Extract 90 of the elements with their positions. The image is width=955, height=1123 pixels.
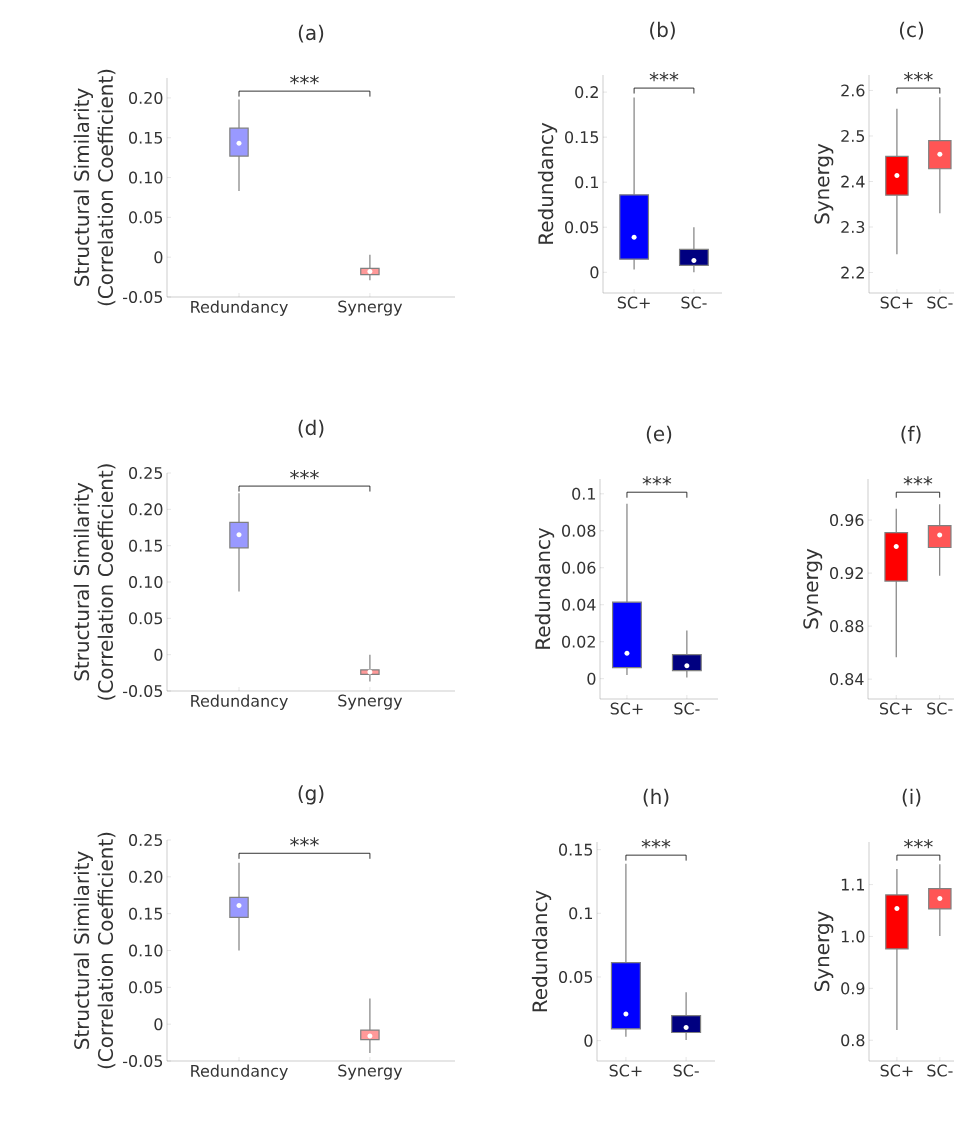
annotation: *** (649, 72, 679, 82)
y-tick-label: 0.1 (569, 907, 593, 920)
chart-title: (h) (643, 788, 669, 807)
y-tick-label: 0.1 (572, 487, 596, 500)
y-tick-label: 1.0 (841, 930, 865, 943)
chart-title: (e) (646, 425, 672, 444)
y-tick-label: 0.05 (559, 970, 593, 983)
y-tick-label: 0.08 (562, 524, 596, 537)
y-tick-label: 1.1 (841, 878, 865, 891)
x-tick-label: SC+ (617, 296, 650, 309)
y-tick-label: 0.2 (575, 86, 598, 99)
x-tick-label: SC+ (880, 296, 913, 309)
annotation: *** (290, 75, 319, 85)
chart-title: (a) (298, 24, 324, 43)
y-tick-label: 0.06 (562, 561, 596, 574)
y-tick-label: 0 (584, 1034, 593, 1047)
y-tick-label: 0.1 (575, 176, 599, 189)
x-tick-label: Synergy (338, 300, 403, 316)
y-tick-label: 0.15 (129, 907, 163, 920)
y-axis-title: Structural Similarity (Correlation Coefficient) (73, 69, 116, 306)
y-tick-label: -0.05 (123, 684, 163, 698)
x-tick-label: SC- (673, 1064, 699, 1077)
chart-title: (d) (298, 419, 324, 438)
y-axis-title: Synergy (814, 911, 834, 991)
y-tick-label: 0.92 (830, 567, 863, 580)
y-tick-label: 0.84 (830, 673, 864, 686)
y-axis-title: Structural Similarity (Correlation Coefficient) (73, 464, 116, 700)
annotation: *** (290, 470, 319, 480)
y-tick-label: 0 (154, 648, 163, 661)
y-tick-label: 0 (587, 672, 596, 685)
x-tick-label: SC- (674, 702, 700, 715)
y-tick-label: 0.10 (129, 944, 163, 957)
y-tick-label: 0.02 (562, 635, 595, 648)
y-tick-label: 0.20 (129, 91, 163, 104)
y-tick-label: 2.3 (841, 220, 865, 234)
y-axis-title: Structural Similarity (Correlation Coefficient) (73, 832, 116, 1069)
x-tick-label: Redundancy (191, 694, 288, 710)
y-tick-label: 0.20 (129, 503, 163, 516)
y-tick-label: 0.96 (830, 514, 864, 527)
y-tick-label: 0.05 (129, 211, 163, 224)
x-tick-label: SC+ (880, 1064, 913, 1077)
x-tick-label: Synergy (338, 1064, 403, 1080)
annotation: *** (904, 72, 933, 82)
y-tick-label: 0.05 (129, 981, 163, 994)
y-tick-label: 0.04 (562, 598, 596, 611)
y-tick-label: 0 (154, 251, 163, 264)
x-tick-label: Synergy (338, 694, 403, 710)
y-tick-label: 0.20 (129, 870, 163, 883)
y-tick-label: -0.05 (123, 290, 163, 304)
annotation: *** (642, 476, 672, 486)
y-axis-title: Synergy (814, 143, 834, 224)
y-tick-label: 0 (590, 266, 599, 279)
x-tick-label: SC- (927, 1064, 953, 1077)
y-tick-label: 0.05 (565, 221, 599, 234)
x-tick-label: SC- (927, 702, 953, 715)
chart-title: (b) (650, 21, 675, 40)
y-tick-label: 0.88 (830, 620, 864, 633)
y-tick-label: 0.15 (129, 539, 163, 552)
x-tick-label: SC+ (610, 702, 643, 715)
y-tick-label: 0.25 (129, 466, 163, 480)
y-tick-label: 0 (154, 1018, 163, 1031)
y-tick-label: 2.4 (841, 175, 865, 188)
chart-title: (f) (901, 425, 921, 444)
y-axis-title: Synergy (803, 548, 823, 629)
x-tick-label: Redundancy (191, 300, 288, 316)
annotation: *** (290, 837, 319, 847)
y-tick-label: 0.05 (129, 612, 163, 625)
chart-title: (c) (899, 21, 924, 40)
y-tick-label: 0.15 (565, 131, 599, 144)
y-tick-label: 0.10 (129, 575, 163, 589)
x-tick-label: SC- (927, 296, 953, 309)
y-tick-label: 2.6 (841, 84, 865, 97)
x-tick-label: SC- (681, 296, 707, 309)
y-tick-label: 0.10 (129, 171, 163, 184)
x-tick-label: SC+ (879, 702, 912, 715)
annotation: *** (903, 476, 933, 486)
chart-title: (i) (902, 788, 921, 807)
x-tick-label: SC+ (609, 1064, 642, 1077)
annotation: *** (904, 839, 933, 849)
y-tick-label: 2.5 (841, 129, 865, 143)
y-tick-label: 0.25 (129, 833, 163, 847)
chart-title: (g) (298, 785, 324, 805)
y-tick-label: -0.05 (123, 1054, 163, 1068)
y-tick-label: 0.8 (841, 1034, 865, 1047)
y-tick-label: 0.15 (559, 843, 593, 856)
y-tick-label: 2.2 (841, 266, 864, 279)
annotation: *** (641, 839, 671, 849)
y-tick-label: 0.15 (129, 131, 163, 144)
y-tick-label: 0.9 (841, 982, 865, 995)
x-tick-label: Redundancy (191, 1064, 288, 1080)
